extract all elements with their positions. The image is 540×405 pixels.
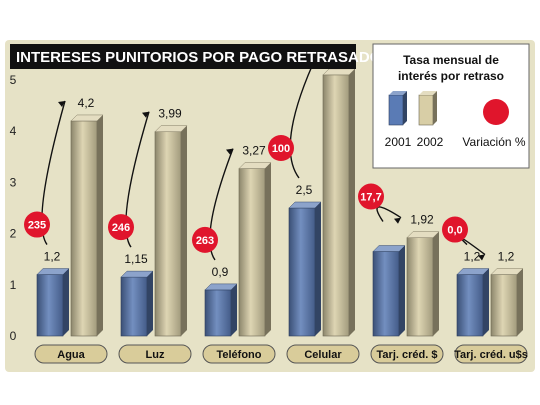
category-pill (118, 344, 192, 364)
bar-2001 (120, 270, 154, 337)
legend-label-2002: 2002 (417, 135, 444, 149)
variation-arrow (289, 54, 318, 179)
bar-2002 (238, 162, 272, 337)
legend: Tasa mensual de interés por retraso 2001… (372, 43, 530, 169)
variation-value: 17,7 (360, 192, 381, 204)
legend-variation-dot (483, 99, 509, 125)
category-label: Tarj. créd. $ (377, 349, 438, 361)
y-tick-label: 5 (10, 73, 17, 87)
variation-bubble (358, 183, 384, 210)
variation-arrowhead (226, 148, 233, 155)
legend-label-2001: 2001 (385, 135, 412, 149)
legend-title-line-1: Tasa mensual de (403, 53, 499, 67)
data-label-2002: 4,2 (78, 96, 95, 110)
variation-arrow (209, 148, 234, 261)
variation-bubble (192, 226, 218, 253)
bar-2001 (204, 283, 238, 337)
legend-swatch-2001 (388, 91, 407, 126)
variation-value: 100 (272, 143, 290, 155)
legend-title-line-2: interés por retraso (398, 69, 504, 83)
title-background (10, 44, 356, 69)
variation-value: 246 (112, 222, 130, 234)
data-label-2002: 1,92 (410, 213, 434, 227)
data-label-2001: 1,2 (464, 250, 481, 264)
y-tick-label: 0 (10, 329, 17, 343)
bar-2002 (406, 231, 440, 337)
variation-value: 0,0 (447, 225, 462, 237)
variation-value: 263 (196, 235, 214, 247)
variation-arrow (125, 111, 150, 248)
variation-bubble (108, 214, 134, 241)
variation-bubble (24, 211, 50, 238)
bar-2001 (372, 245, 406, 337)
bar-2001 (36, 268, 70, 337)
variation-arrowhead (478, 254, 485, 261)
category-label: Celular (304, 349, 342, 361)
legend-label-variation: Variación % (462, 135, 525, 149)
category-label: Luz (146, 349, 165, 361)
bar-2002 (490, 268, 524, 337)
variation-arrowhead (142, 111, 149, 118)
data-label-2002: 3,27 (242, 144, 266, 158)
bar-2002 (322, 68, 356, 337)
category-pill (34, 344, 108, 364)
legend-swatch-2002 (418, 91, 437, 126)
variation-arrowhead (394, 217, 401, 224)
chart-title: INTERESES PUNITORIOS POR PAGO RETRASADO (16, 49, 382, 66)
bar-2001 (288, 201, 322, 337)
category-pill (286, 344, 360, 364)
data-label-2001: 0,9 (212, 265, 229, 279)
bar-2001 (456, 268, 490, 337)
data-label-2001: 2,5 (296, 183, 313, 197)
variation-value: 235 (28, 220, 46, 232)
y-tick-label: 3 (10, 175, 17, 189)
y-tick-label: 4 (10, 124, 17, 138)
data-label-2002: 3,99 (158, 107, 182, 121)
category-label: Teléfono (216, 349, 261, 361)
y-tick-label: 2 (10, 227, 17, 241)
data-label-2001: 1,15 (124, 252, 148, 266)
data-label-2001: 1,2 (44, 250, 61, 264)
variation-bubble (268, 135, 294, 161)
data-label-2002: 1,2 (498, 250, 515, 264)
y-tick-label: 1 (10, 278, 17, 292)
variation-arrowhead (58, 100, 65, 107)
bar-2002 (70, 114, 104, 337)
category-pill (370, 344, 444, 364)
variation-arrow (41, 100, 66, 245)
category-label: Tarj. créd. u$s (454, 349, 528, 361)
variation-bubble (442, 216, 468, 243)
category-label: Agua (57, 349, 85, 361)
category-pill (454, 344, 528, 364)
bar-2002 (154, 125, 188, 337)
category-pill (202, 344, 276, 364)
